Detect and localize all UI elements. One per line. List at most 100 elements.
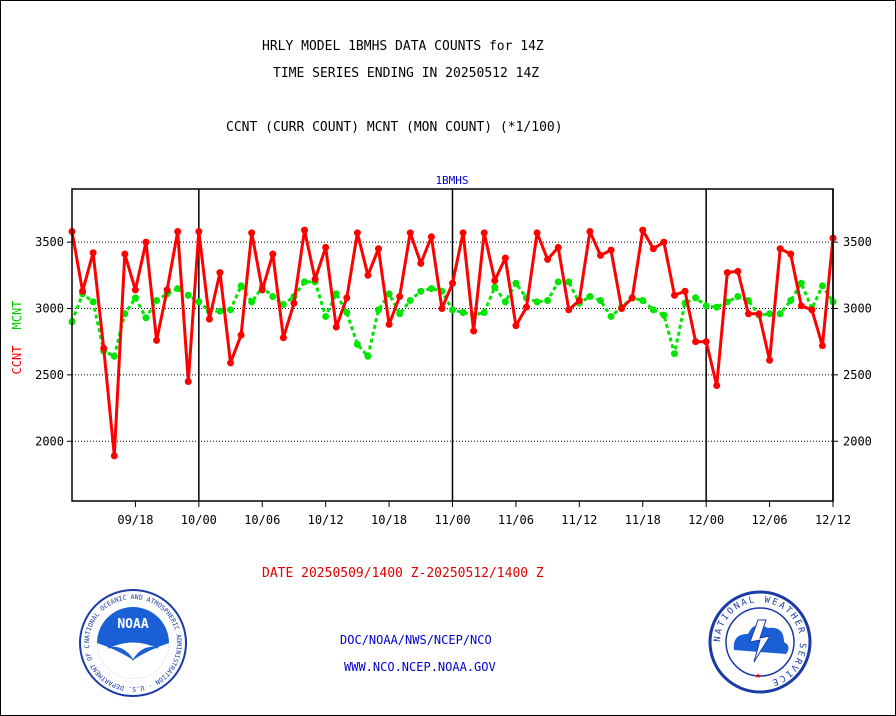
- data-point-ccnt-56: [660, 238, 668, 246]
- data-point-ccnt-21: [290, 299, 298, 307]
- data-point-mcnt-68: [787, 297, 795, 305]
- data-point-ccnt-34: [427, 233, 435, 241]
- data-point-ccnt-35: [438, 304, 446, 312]
- data-point-ccnt-37: [459, 229, 467, 237]
- data-point-mcnt-25: [332, 290, 340, 298]
- data-point-ccnt-16: [237, 331, 245, 339]
- data-point-ccnt-54: [639, 226, 647, 234]
- data-point-ccnt-51: [607, 246, 615, 254]
- data-point-mcnt-59: [692, 294, 700, 302]
- data-point-ccnt-70: [808, 306, 816, 314]
- data-point-mcnt-7: [142, 314, 150, 322]
- data-point-mcnt-22: [301, 278, 309, 286]
- data-point-mcnt-57: [670, 350, 678, 358]
- data-point-ccnt-49: [586, 227, 594, 235]
- data-point-ccnt-36: [449, 279, 456, 287]
- x-tick-label-11/00: 11/00: [434, 513, 470, 527]
- data-point-mcnt-10: [174, 285, 182, 293]
- data-point-ccnt-59: [692, 338, 700, 346]
- y-tick-label-right-2500: 2500: [843, 368, 872, 382]
- y-tick-label-left-3000: 3000: [35, 301, 64, 315]
- data-point-ccnt-40: [491, 277, 499, 285]
- x-tick-label-10/12: 10/12: [308, 513, 344, 527]
- data-point-mcnt-44: [533, 298, 541, 306]
- data-point-mcnt-51: [607, 312, 615, 320]
- x-tick-label-09/18: 09/18: [117, 513, 153, 527]
- y-tick-label-right-2000: 2000: [843, 434, 872, 448]
- data-point-mcnt-11: [184, 291, 192, 299]
- data-point-mcnt-39: [480, 308, 488, 316]
- data-point-mcnt-14: [216, 307, 224, 315]
- data-point-ccnt-29: [375, 245, 383, 253]
- chart-title-line1: HRLY MODEL 1BMHS DATA COUNTS for 14Z: [262, 39, 544, 54]
- data-point-mcnt-32: [406, 297, 414, 305]
- data-point-mcnt-15: [227, 306, 235, 314]
- data-point-mcnt-41: [501, 298, 509, 306]
- data-point-ccnt-47: [565, 306, 573, 314]
- x-tick-label-10/18: 10/18: [371, 513, 407, 527]
- data-point-ccnt-10: [174, 227, 182, 235]
- data-point-ccnt-14: [216, 269, 224, 277]
- data-point-ccnt-53: [628, 294, 636, 302]
- data-point-ccnt-38: [470, 327, 478, 335]
- data-point-ccnt-61: [713, 381, 721, 389]
- data-point-ccnt-2: [89, 249, 97, 257]
- data-point-ccnt-7: [142, 238, 150, 246]
- data-point-ccnt-64: [744, 310, 752, 318]
- data-point-ccnt-3: [100, 344, 108, 352]
- y-tick-label-left-2000: 2000: [35, 434, 64, 448]
- data-point-ccnt-65: [755, 310, 763, 318]
- data-point-ccnt-41: [501, 254, 509, 262]
- data-point-mcnt-55: [649, 306, 657, 314]
- data-point-ccnt-1: [79, 287, 87, 295]
- y-axis-label-ccnt: CCNT: [10, 346, 24, 375]
- data-point-ccnt-71: [818, 342, 826, 350]
- data-point-ccnt-26: [343, 294, 351, 302]
- y-tick-label-right-3500: 3500: [843, 235, 872, 249]
- data-point-mcnt-67: [776, 310, 784, 318]
- data-point-ccnt-45: [544, 255, 552, 263]
- data-point-ccnt-24: [322, 243, 330, 251]
- data-point-ccnt-28: [364, 271, 372, 279]
- data-point-ccnt-8: [153, 336, 161, 344]
- website-label: WWW.NCO.NCEP.NOAA.GOV: [344, 660, 496, 674]
- data-point-ccnt-50: [596, 251, 604, 259]
- data-point-mcnt-26: [343, 308, 351, 316]
- data-point-mcnt-69: [797, 279, 805, 287]
- x-tick-label-12/12: 12/12: [815, 513, 851, 527]
- data-point-ccnt-20: [279, 334, 287, 342]
- data-point-ccnt-33: [417, 259, 425, 267]
- data-point-ccnt-27: [353, 229, 361, 237]
- y-axis-label-mcnt: MCNT: [10, 301, 24, 330]
- data-point-mcnt-37: [459, 308, 467, 316]
- data-point-mcnt-54: [639, 297, 647, 305]
- data-point-mcnt-50: [596, 297, 604, 305]
- data-point-ccnt-43: [522, 303, 530, 311]
- data-point-ccnt-19: [269, 250, 277, 258]
- data-point-mcnt-33: [417, 287, 425, 295]
- data-point-ccnt-6: [131, 286, 139, 294]
- data-point-ccnt-22: [301, 226, 309, 234]
- data-point-mcnt-49: [586, 293, 594, 301]
- data-point-mcnt-20: [279, 301, 287, 309]
- data-point-ccnt-68: [787, 250, 795, 258]
- data-point-mcnt-2: [89, 298, 97, 306]
- data-point-ccnt-58: [681, 287, 689, 295]
- data-point-mcnt-16: [237, 282, 245, 290]
- data-point-ccnt-55: [649, 245, 657, 253]
- data-point-mcnt-61: [713, 303, 721, 311]
- data-point-ccnt-62: [723, 269, 731, 277]
- data-point-mcnt-46: [554, 278, 562, 286]
- data-point-ccnt-42: [512, 322, 520, 330]
- nws-logo: NATIONAL WEATHER SERVICE: [708, 590, 812, 694]
- noaa-logo: NATIONAL OCEANIC AND ATMOSPHERIC ADMINIS…: [78, 588, 187, 697]
- date-range-label: DATE 20250509/1400 Z-20250512/1400 Z: [262, 566, 544, 581]
- data-point-ccnt-48: [575, 297, 583, 305]
- data-point-ccnt-25: [332, 323, 340, 331]
- plot-title: 1BMHS: [435, 174, 468, 187]
- data-point-mcnt-66: [766, 310, 774, 318]
- data-point-mcnt-24: [322, 312, 330, 320]
- data-point-mcnt-34: [427, 285, 435, 293]
- data-point-mcnt-19: [269, 293, 277, 301]
- data-point-mcnt-4: [110, 352, 118, 360]
